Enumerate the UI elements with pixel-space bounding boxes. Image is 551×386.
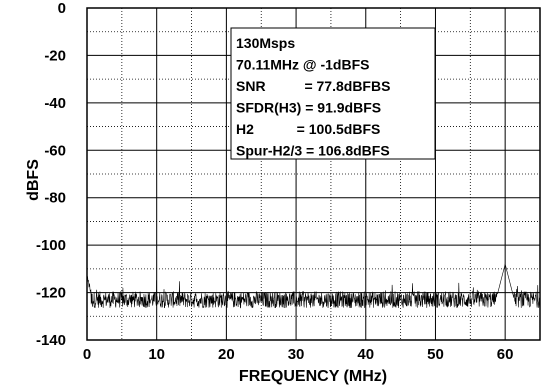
spectrum-trace [86,263,541,309]
x-tick-label: 30 [288,346,305,363]
x-tick-label: 50 [427,346,444,363]
x-tick-label: 60 [497,346,514,363]
y-tick-label: -60 [44,142,66,159]
spectrum-line [86,263,541,309]
x-tick-label: 20 [218,346,235,363]
measurement-info-box: 130Msps 70.11MHz @ -1dBFS SNR = 77.8dBFBS S… [230,27,436,160]
y-tick-label: -80 [44,190,66,207]
info-line: SFDR(H3) = 91.9dBFS [236,100,381,116]
x-tick-label: 0 [83,346,91,363]
plot-frame [86,7,541,341]
x-tick-labels: 0 10 20 30 40 50 60 [83,346,514,363]
y-axis-label: dBFS [25,159,42,201]
y-tick-label: -140 [36,332,66,349]
info-line: H2 = 100.5dBFS [236,121,380,137]
x-axis-label: FREQUENCY (MHz) [239,368,387,385]
y-tick-label: -20 [44,47,66,64]
info-line: 130Msps [236,35,295,51]
info-line: Spur-H2/3 = 106.8dBFS [236,143,390,159]
info-line: 70.11MHz @ -1dBFS [236,57,369,73]
x-tick-label: 10 [148,346,165,363]
x-tick-label: 40 [357,346,374,363]
y-tick-label: -120 [36,285,66,302]
y-tick-label: -100 [36,237,66,254]
y-tick-label: -40 [44,95,66,112]
y-tick-label: 0 [58,0,66,17]
info-line: SNR = 77.8dBFBS [236,78,390,94]
y-tick-labels: 0 -20 -40 -60 -80 -100 -120 -140 [36,0,66,349]
